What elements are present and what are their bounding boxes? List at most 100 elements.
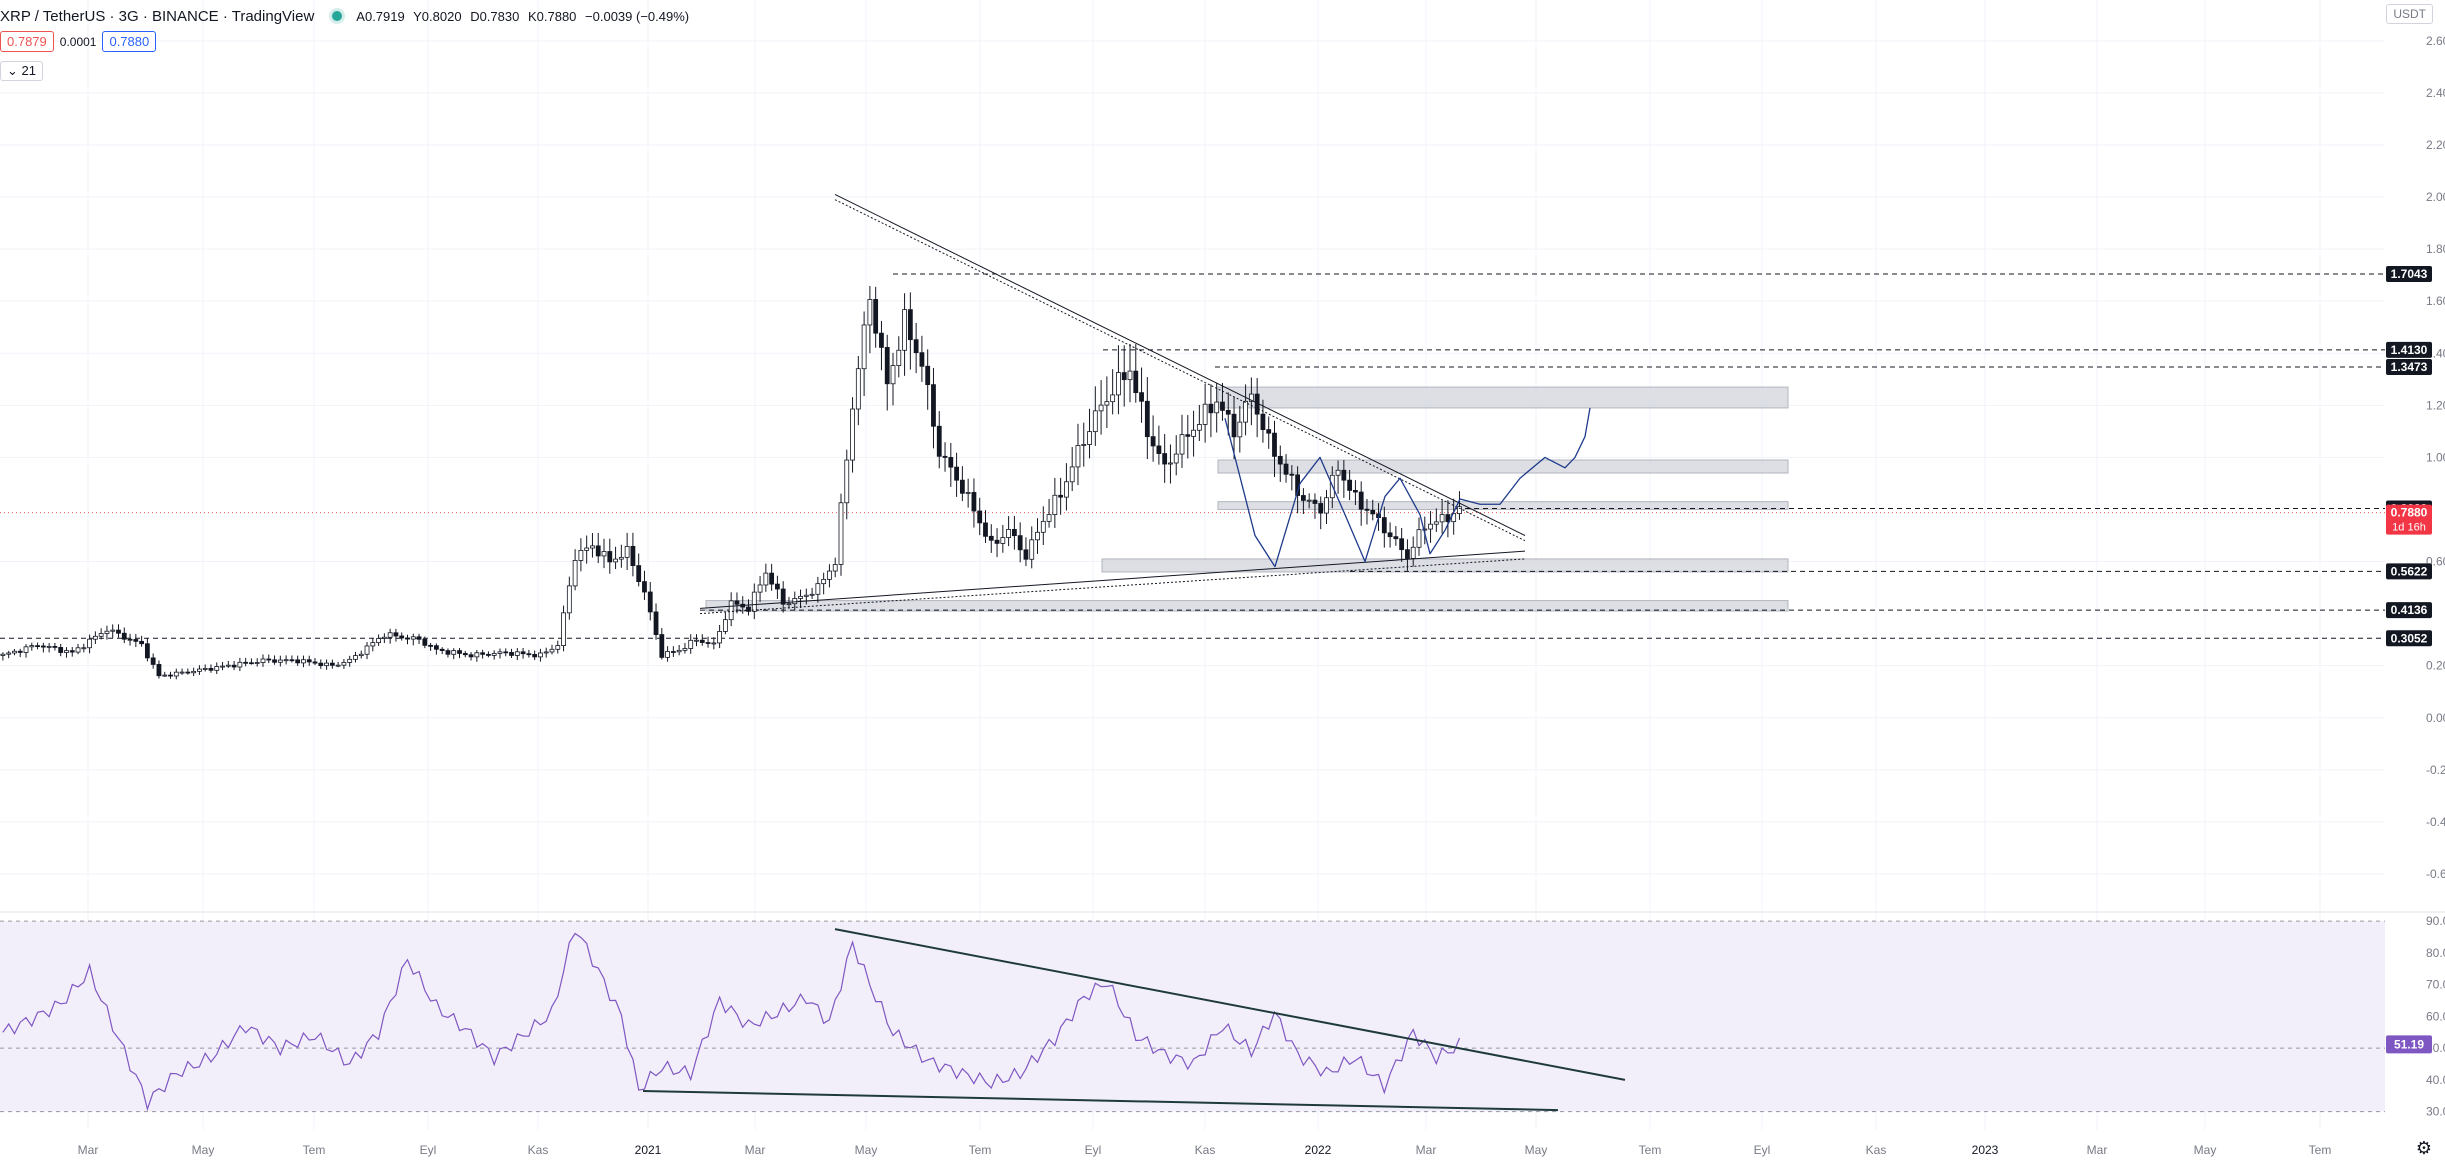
candle-up [1075,445,1081,468]
candle-down [1150,436,1156,447]
candle-up [92,635,98,640]
live-dot-icon [332,11,343,21]
candle-up [809,593,815,596]
candle-down [1341,469,1347,481]
x-tick-label: Kas [528,1143,549,1157]
sell-price-button[interactable]: 0.7879 [0,31,54,52]
candle-up [1439,514,1445,523]
candle-up [1035,531,1040,541]
candle-down [873,299,879,334]
candle-down [1121,372,1127,381]
price-level-badge [2386,341,2432,358]
ohlc-readout: A0.7919 Y0.8020 D0.7830 K0.7880 −0.0039 … [356,9,694,24]
candle-up [624,545,630,558]
candle-up [474,652,480,658]
candle-up [6,652,12,655]
candle-down [705,642,711,644]
candle-up [353,655,358,660]
candle-up [364,645,370,655]
candle-up [566,585,572,614]
candle-up [821,578,827,585]
candle-down [272,659,277,663]
y-tick-label: -0.6000 [2426,867,2445,881]
candle-down [653,611,659,635]
symbol-title[interactable]: XRP / TetherUS · 3G · BINANCE · TradingV… [0,7,315,25]
y-tick-label: 1.0000 [2426,450,2445,464]
x-tick-label: Kas [1866,1143,1887,1157]
candle-down [231,664,237,668]
y-tick-label: -0.2000 [2426,763,2445,777]
x-tick-label: Kas [1195,1143,1216,1157]
candle-up [0,653,6,656]
candle-up [549,648,555,653]
projection-path [1224,407,1591,568]
candle-down [480,652,486,655]
candle-down [243,661,249,664]
rsi-trendline [834,928,1626,1081]
rsi-line [2,932,1461,1112]
candle-down [942,455,948,458]
candle-down [133,639,139,642]
candle-up [283,659,289,662]
candle-up [381,636,387,639]
candle-down [1347,479,1353,491]
x-tick-label: Eyl [1085,1143,1102,1157]
candle-down [52,645,58,648]
candle-up [179,671,185,674]
candle-up [1052,494,1058,516]
buy-price-button[interactable]: 0.7880 [102,31,157,52]
indicator-collapse-toggle[interactable]: ⌄ 21 [0,61,43,81]
candle-down [318,662,324,667]
ohlc-open: A0.7919 [356,8,405,24]
candle-down [1231,413,1237,438]
gear-icon[interactable]: ⚙ [2415,1138,2433,1158]
candle-down [1381,517,1387,534]
candle-down [428,644,434,647]
price-level-label: 0.3052 [2391,631,2428,645]
x-tick-label: Eyl [1754,1143,1771,1157]
candle-down [121,632,127,640]
candle-up [1029,539,1035,560]
candle-up [798,595,803,599]
last-price-badge [2386,504,2432,535]
candle-up [676,649,682,653]
candle-down [595,545,601,557]
candle-up [23,646,29,653]
y-tick-label: 2.4000 [2426,86,2445,100]
candle-up [1433,521,1439,525]
candle-down [69,650,75,653]
candle-up [572,560,578,587]
candle-up [832,564,838,572]
candle-down [1387,532,1393,538]
candle-up [1110,394,1116,403]
candle-down [1139,392,1144,402]
candle-down [994,539,1000,544]
candle-down [399,635,405,639]
rsi-tick-label: 30.00 [2426,1105,2445,1119]
y-tick-label: 0.2000 [2426,659,2445,673]
candle-up [202,667,208,670]
candle-down [647,591,653,613]
currency-selector[interactable]: USDT [2386,4,2433,24]
candle-down [959,479,965,494]
candle-down [329,662,335,666]
candle-down [1358,491,1364,510]
candle-up [1104,401,1110,406]
candle-down [931,384,936,427]
candle-down [775,583,780,590]
candle-down [1312,499,1318,504]
candle-down [630,545,636,567]
candle-up [601,551,607,557]
x-tick-label: Tem [303,1143,326,1157]
candle-up [890,365,896,385]
x-tick-label: May [1525,1143,1548,1157]
candle-up [197,668,202,672]
price-level-badge [2386,358,2432,375]
candle-down [983,522,988,537]
x-tick-label: 2023 [1972,1143,1999,1157]
candle-down [1058,494,1064,498]
candle-up [665,651,670,658]
candle-up [757,584,763,593]
candle-down [1023,549,1029,560]
